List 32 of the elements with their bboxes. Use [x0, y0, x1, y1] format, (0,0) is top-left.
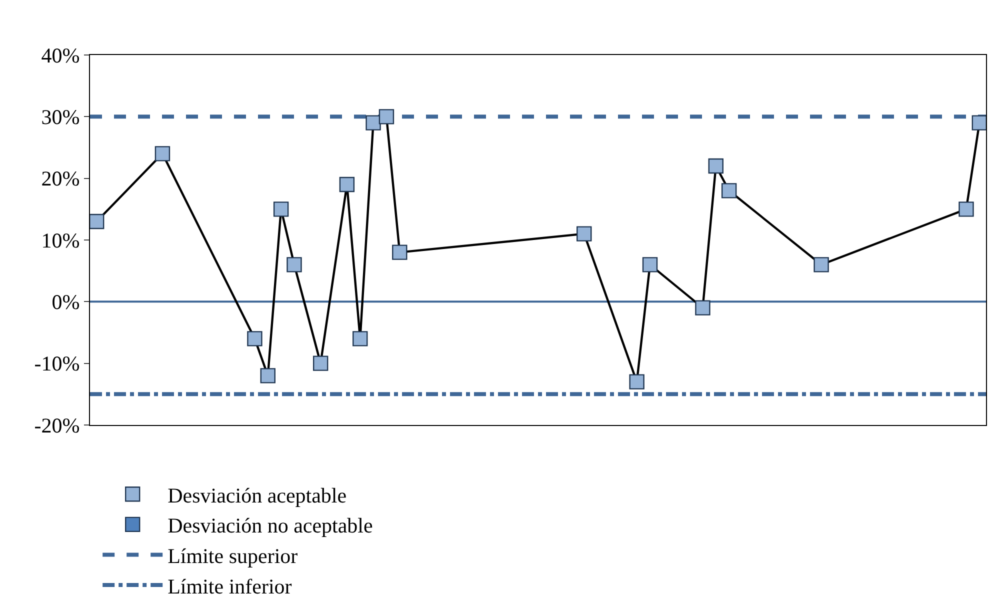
point — [260, 368, 276, 384]
point — [366, 115, 381, 130]
y-tick-label: 40% — [41, 43, 80, 68]
y-tick-label: 30% — [41, 105, 80, 130]
point — [642, 257, 658, 272]
point — [312, 356, 328, 371]
y-tick-label: 20% — [41, 166, 80, 191]
point — [708, 158, 724, 174]
point — [88, 214, 104, 230]
point — [972, 115, 988, 130]
point — [629, 374, 644, 390]
legend-label: Desviación aceptable — [168, 483, 347, 508]
point — [247, 331, 262, 346]
point — [378, 109, 394, 124]
point — [392, 244, 408, 260]
point — [695, 300, 710, 316]
point — [286, 257, 302, 272]
y-tick-label: -20% — [34, 413, 80, 438]
legend-label: Límite superior — [168, 544, 298, 568]
legend-label: Límite inferior — [168, 574, 292, 598]
point — [273, 202, 289, 217]
point — [721, 183, 737, 198]
point — [352, 331, 368, 346]
legend-label: Desviación no aceptable — [168, 514, 373, 538]
y-tick-label: 0% — [52, 290, 80, 314]
point — [339, 176, 355, 192]
y-tick-label: -10% — [34, 352, 80, 376]
point — [154, 146, 170, 162]
point — [958, 202, 974, 217]
point — [576, 226, 592, 242]
point — [814, 257, 829, 272]
y-tick-label: 10% — [41, 228, 80, 252]
